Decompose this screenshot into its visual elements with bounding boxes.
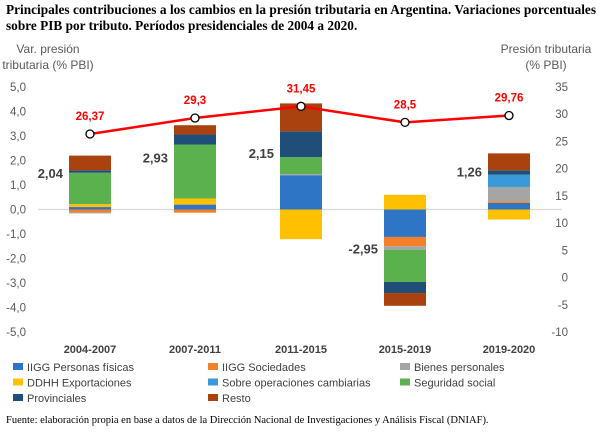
bar-segment	[174, 125, 216, 135]
right-axis-label: (% PBI)	[525, 58, 566, 72]
category-label: 2015-2019	[379, 344, 432, 356]
bar-segment	[384, 282, 426, 294]
right-tick-label: -10	[551, 327, 568, 339]
bar-segment	[69, 207, 111, 210]
right-tick-label: 10	[555, 218, 568, 230]
line-point	[85, 129, 95, 139]
line-value-label: 28,5	[394, 99, 417, 111]
legend-label: IIGG Personas físicas	[27, 362, 134, 374]
bar-segment	[174, 144, 216, 199]
left-tick-label: 4,0	[10, 107, 26, 119]
category-label: 2011-2015	[275, 344, 327, 356]
left-tick-label: 0,0	[10, 205, 26, 217]
legend-label: DDHH Exportaciones	[27, 378, 132, 390]
left-tick-label: -2,0	[6, 254, 26, 266]
bar-segment	[384, 209, 426, 237]
line-point	[400, 117, 410, 128]
line-value-label: 29,3	[184, 95, 206, 107]
legend-swatch	[400, 363, 410, 370]
legend-swatch	[13, 378, 23, 386]
bar-segment	[488, 186, 530, 202]
bar-segment	[384, 236, 426, 247]
bar-segment	[280, 157, 322, 174]
legend-swatch	[13, 363, 23, 370]
right-tick-label: 15	[555, 191, 568, 203]
bar-segment	[174, 204, 216, 210]
right-tick-label: -5	[558, 300, 568, 312]
net-change-label: 2,15	[249, 146, 274, 161]
right-tick-label: 30	[555, 109, 568, 121]
category-label: 2007-2011	[169, 344, 221, 356]
bar-segment	[384, 249, 426, 283]
left-tick-label: -3,0	[6, 278, 26, 290]
net-change-label: 2,04	[38, 166, 64, 181]
right-tick-label: 25	[555, 136, 568, 148]
bar-segment	[488, 174, 530, 187]
left-tick-label: -5,0	[6, 327, 26, 339]
bar-segment	[174, 209, 216, 213]
net-change-label: 2,93	[143, 151, 168, 166]
line-point	[190, 113, 200, 123]
bar-segment	[69, 155, 111, 171]
bar-segment	[384, 246, 426, 250]
left-axis-label: Var. presión	[16, 42, 79, 56]
category-label: 2019-2020	[483, 344, 536, 356]
legend-swatch	[208, 378, 218, 386]
source-note: Fuente: elaboración propia en base a dat…	[6, 415, 489, 426]
legend-label: Sobre operaciones cambiarias	[222, 378, 371, 390]
line-value-label: 31,45	[287, 83, 316, 95]
right-tick-label: 5	[562, 245, 568, 257]
line-value-label: 29,76	[495, 93, 524, 105]
legend-label: Provinciales	[27, 393, 87, 405]
bar-segment	[488, 201, 530, 203]
legend-swatch	[208, 363, 218, 370]
legend-label: Resto	[222, 393, 251, 405]
left-tick-label: 5,0	[10, 82, 26, 94]
net-change-label: -2,95	[348, 242, 378, 257]
bar-segment	[384, 194, 426, 210]
chart-title: Principales contribuciones a los cambios…	[6, 2, 596, 33]
bar-segment	[280, 131, 322, 158]
bar-segment	[488, 153, 530, 171]
left-tick-label: 1,0	[10, 180, 26, 192]
left-tick-label: 3,0	[10, 131, 26, 143]
bar-segment	[488, 202, 530, 210]
bar-segment	[69, 170, 111, 173]
bar-segment	[69, 204, 111, 208]
bar-segment	[488, 209, 530, 220]
bar-segment	[174, 134, 216, 145]
line-point	[296, 101, 306, 111]
left-tick-label: 2,0	[10, 156, 26, 168]
legend-label: Seguridad social	[414, 378, 495, 390]
left-tick-label: -4,0	[6, 303, 26, 315]
right-tick-label: 20	[555, 164, 568, 176]
bar-segment	[69, 172, 111, 205]
bar-segment	[174, 198, 216, 205]
right-tick-label: 35	[555, 82, 568, 94]
bar-segment	[280, 173, 322, 176]
legend-swatch	[13, 394, 23, 401]
right-tick-label: 0	[562, 273, 568, 285]
left-tick-label: -1,0	[6, 229, 26, 241]
right-axis-label: Presión tributaria	[501, 42, 592, 56]
bar-segment	[488, 170, 530, 175]
legend-label: Bienes personales	[414, 362, 505, 374]
bar-segment	[384, 293, 426, 306]
net-change-label: 1,26	[457, 165, 482, 180]
bar-segment	[69, 212, 111, 214]
legend-swatch	[208, 394, 218, 401]
bar-segment	[280, 175, 322, 210]
legend-swatch	[400, 378, 410, 386]
category-label: 2004-2007	[64, 344, 117, 356]
line-value-label: 26,37	[76, 111, 105, 123]
left-axis-label: tributaria (% PBI)	[2, 58, 93, 72]
bar-segment	[69, 209, 111, 213]
legend-label: IIGG Sociedades	[222, 362, 306, 374]
line-point	[504, 110, 514, 121]
bar-segment	[280, 209, 322, 240]
